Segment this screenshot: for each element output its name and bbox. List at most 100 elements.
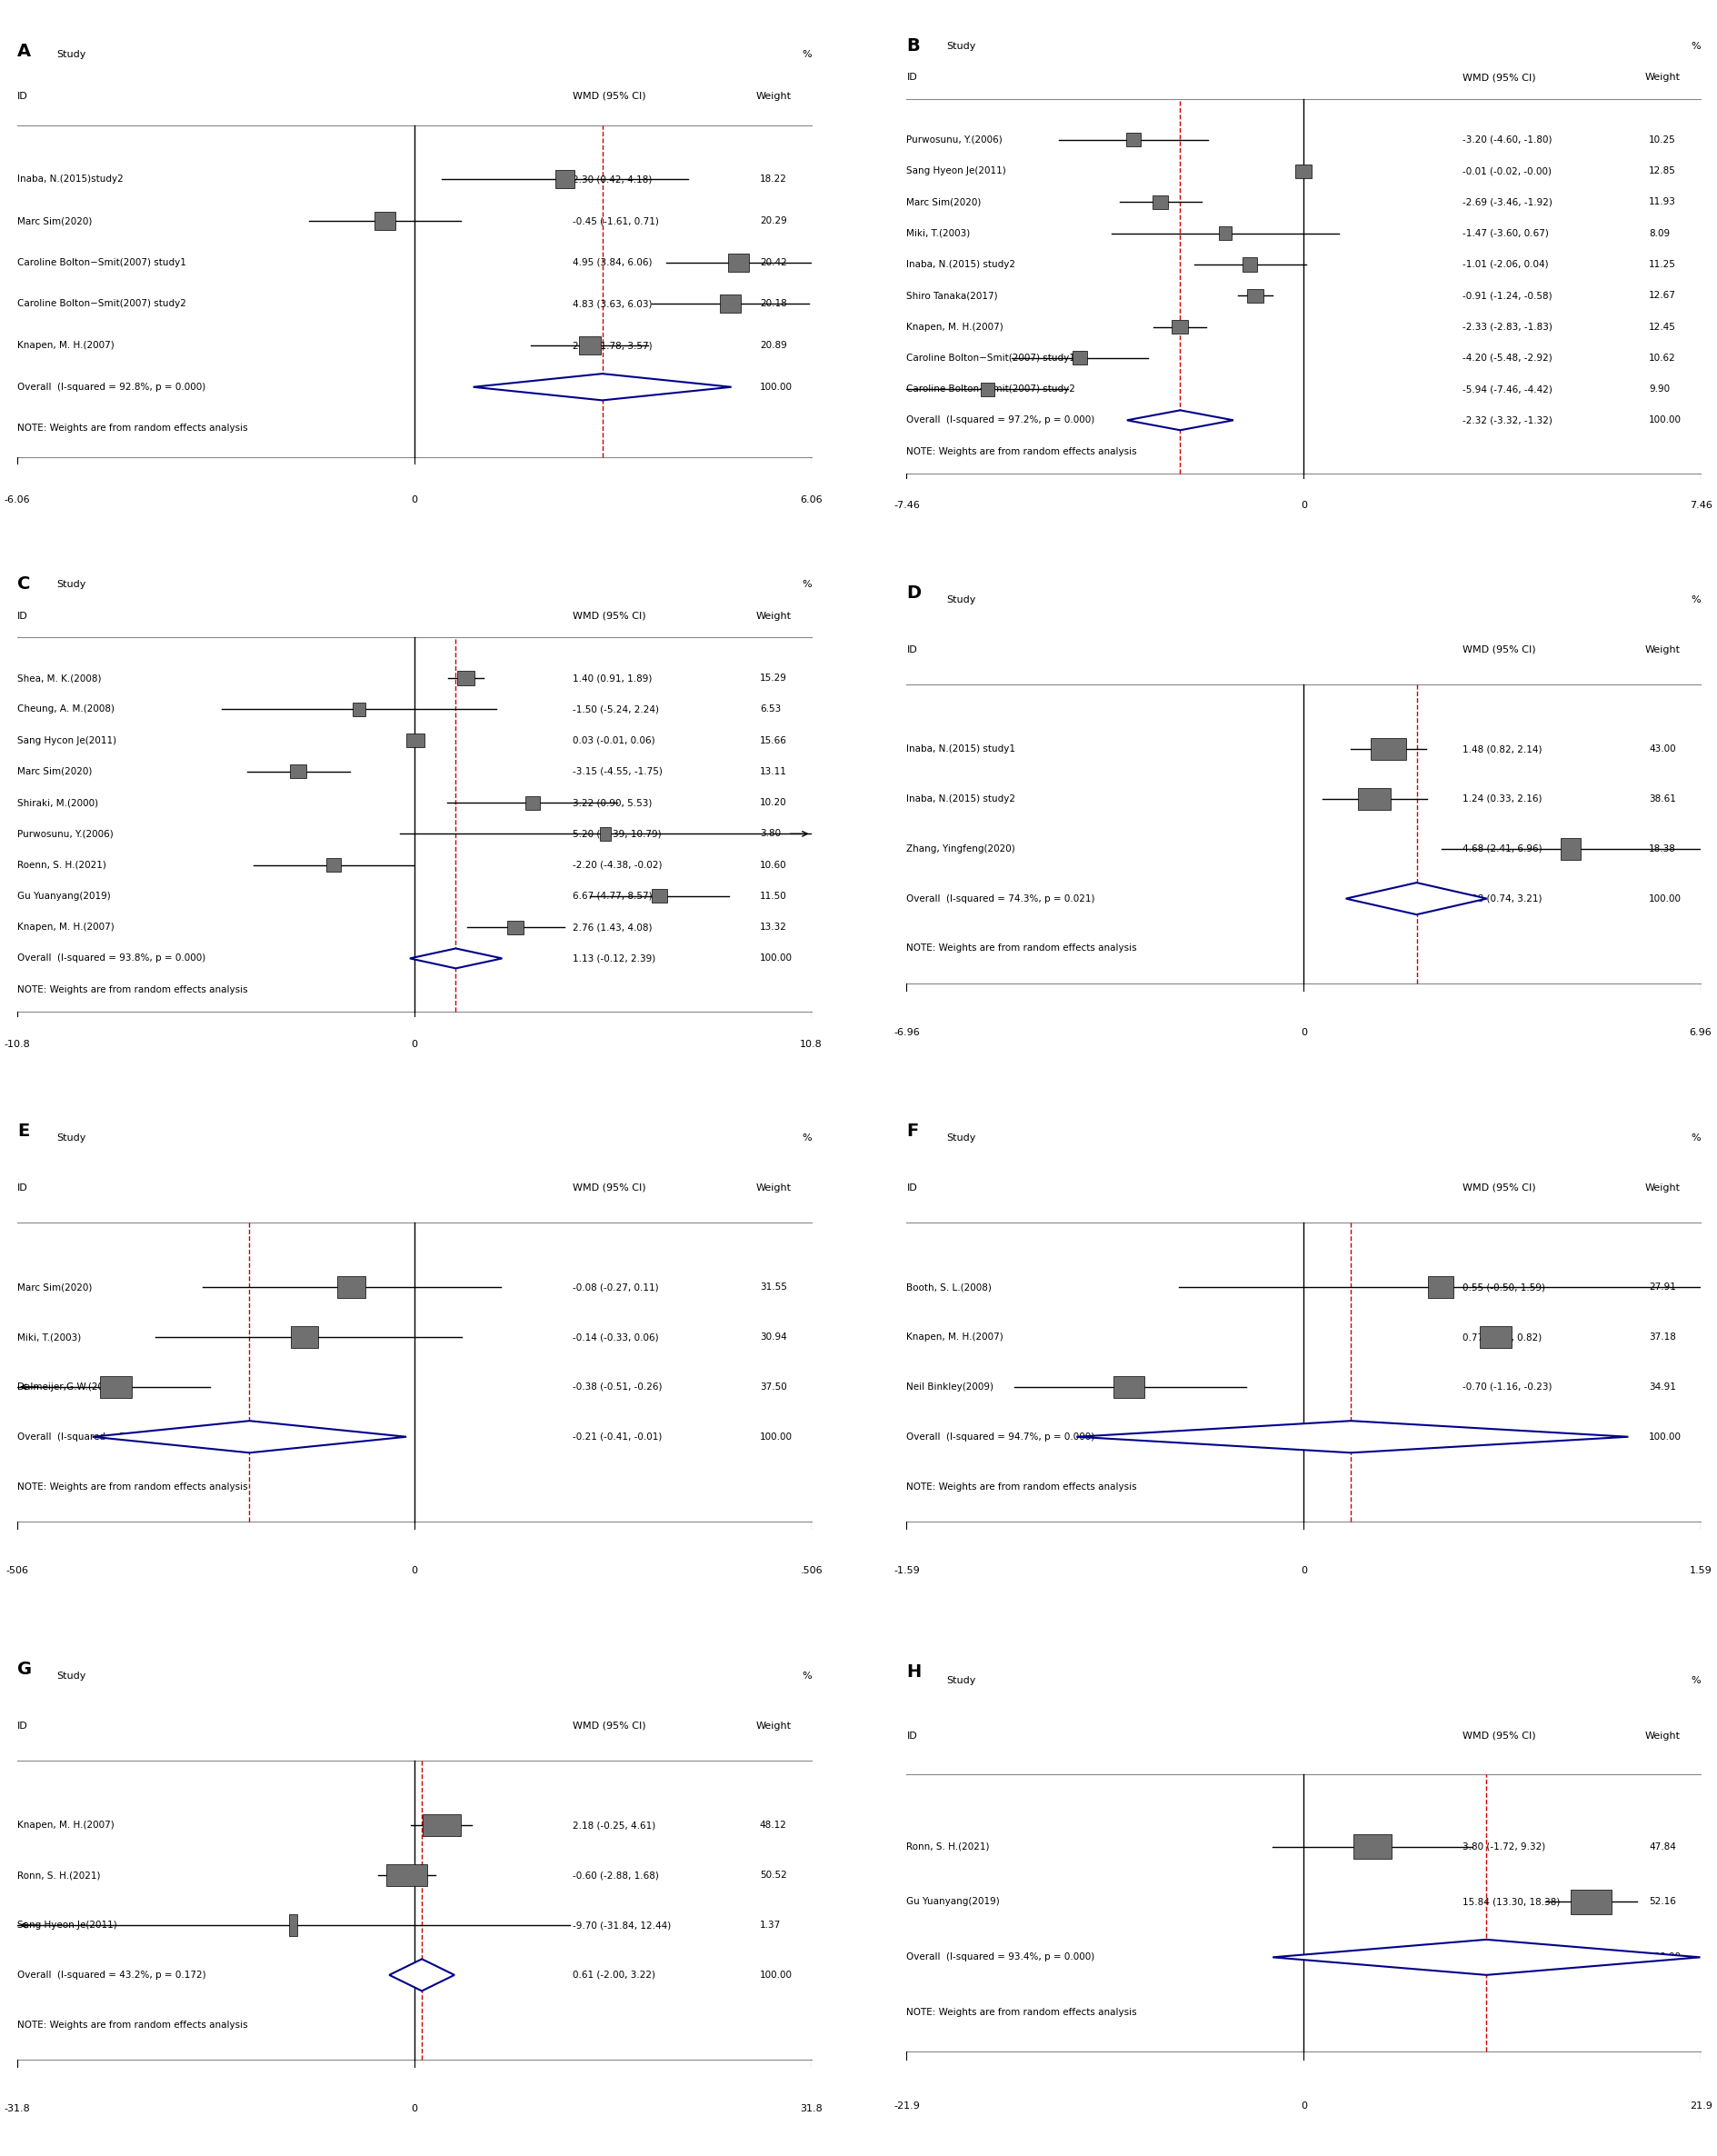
Text: 37.18: 37.18 [1648,1332,1676,1341]
Text: 0.55 (-0.50, 1.59): 0.55 (-0.50, 1.59) [1461,1283,1544,1291]
Text: Study: Study [57,50,86,60]
Text: E: E [17,1123,29,1141]
Text: Inaba, N.(2015) study2: Inaba, N.(2015) study2 [907,261,1015,270]
Text: -1.01 (-2.06, 0.04): -1.01 (-2.06, 0.04) [1461,261,1547,270]
Text: 18.38: 18.38 [1648,845,1676,854]
Text: 0: 0 [1300,2102,1307,2111]
Text: NOTE: Weights are from random effects analysis: NOTE: Weights are from random effects an… [907,2007,1137,2018]
Text: Marc Sim(2020): Marc Sim(2020) [17,1283,93,1291]
Text: Overall  (I-squared = 43.2%, p = 0.172): Overall (I-squared = 43.2%, p = 0.172) [17,1971,206,1979]
Bar [1219,226,1231,239]
Text: Gu Yuanyang(2019): Gu Yuanyang(2019) [907,1897,999,1906]
Text: Caroline Bolton−Smit(2007) study1: Caroline Bolton−Smit(2007) study1 [907,354,1075,362]
Text: -31.8: -31.8 [3,2104,31,2113]
Text: 0: 0 [410,1039,417,1048]
Bar [1569,1889,1611,1915]
Text: D: D [907,584,920,602]
Text: 0: 0 [410,1567,417,1576]
Bar [651,888,666,903]
Text: 18.22: 18.22 [759,175,786,183]
Polygon shape [390,1960,455,1990]
Bar [354,703,366,716]
Text: -3.20 (-4.60, -1.80): -3.20 (-4.60, -1.80) [1461,136,1550,144]
Text: ID: ID [907,1731,917,1740]
Text: -0.45 (-1.61, 0.71): -0.45 (-1.61, 0.71) [573,216,659,226]
Text: 0: 0 [1300,1567,1307,1576]
Bar [407,733,424,748]
Bar [1370,737,1405,761]
Text: -3.15 (-4.55, -1.75): -3.15 (-4.55, -1.75) [573,768,663,776]
Text: B: B [907,37,920,54]
Text: -0.60 (-2.88, 1.68): -0.60 (-2.88, 1.68) [573,1871,659,1880]
Text: 38.61: 38.61 [1648,793,1676,804]
Text: -0.91 (-1.24, -0.58): -0.91 (-1.24, -0.58) [1461,291,1552,300]
Bar [728,252,749,272]
Text: 4.83 (3.63, 6.03): 4.83 (3.63, 6.03) [573,300,652,308]
Text: Ronn, S. H.(2021): Ronn, S. H.(2021) [17,1871,100,1880]
Polygon shape [472,373,731,401]
Text: -2.33 (-2.83, -1.83): -2.33 (-2.83, -1.83) [1461,321,1552,332]
Text: Gu Yuanyang(2019): Gu Yuanyang(2019) [17,893,110,901]
Text: Weight: Weight [1645,73,1679,82]
Text: -10.8: -10.8 [3,1039,31,1048]
Text: %: % [1690,595,1700,604]
Text: Weight: Weight [1645,1731,1679,1740]
Text: NOTE: Weights are from random effects analysis: NOTE: Weights are from random effects an… [907,1481,1137,1492]
Bar [422,1815,460,1837]
Text: Overall  (I-squared = 93.8%, p = 0.000): Overall (I-squared = 93.8%, p = 0.000) [17,953,206,964]
Text: Weight: Weight [1645,1184,1679,1192]
Text: -21.9: -21.9 [893,2102,919,2111]
Text: WMD (95% CI): WMD (95% CI) [573,1184,646,1192]
Text: 0.19 (-0.91, 1.30): 0.19 (-0.91, 1.30) [1461,1432,1544,1442]
Text: -0.70 (-1.16, -0.23): -0.70 (-1.16, -0.23) [1461,1382,1550,1391]
Text: 2.68 (1.78, 3.57): 2.68 (1.78, 3.57) [573,341,652,349]
Text: Caroline Bolton−Smit(2007) study2: Caroline Bolton−Smit(2007) study2 [17,300,185,308]
Text: ID: ID [907,1184,917,1192]
Polygon shape [93,1421,407,1453]
Bar [1071,351,1087,364]
Text: 3.80: 3.80 [759,830,780,839]
Text: Overall  (I-squared = 74.3%, p = 0.021): Overall (I-squared = 74.3%, p = 0.021) [907,895,1095,903]
Text: ID: ID [907,73,917,82]
Text: Zhang, Yingfeng(2020): Zhang, Yingfeng(2020) [907,845,1015,854]
Text: 100.00: 100.00 [759,382,792,392]
Text: Inaba, N.(2015) study2: Inaba, N.(2015) study2 [907,793,1015,804]
Text: .506: .506 [800,1567,822,1576]
Text: -7.46: -7.46 [893,500,919,511]
Polygon shape [1344,882,1485,914]
Text: 3.22 (0.90, 5.53): 3.22 (0.90, 5.53) [573,798,652,806]
Text: %: % [1690,1675,1700,1686]
Text: %: % [802,580,810,589]
Text: Study: Study [946,595,975,604]
Text: 31.55: 31.55 [759,1283,786,1291]
Text: 100.00: 100.00 [759,1432,792,1442]
Text: 52.16: 52.16 [1648,1897,1676,1906]
Bar [719,295,740,313]
Text: 15.29: 15.29 [759,673,786,683]
Text: Sang Hyeon Je(2011): Sang Hyeon Je(2011) [17,1921,117,1930]
Text: 0.77 (0.71, 0.82): 0.77 (0.71, 0.82) [1461,1332,1540,1341]
Text: Miki, T.(2003): Miki, T.(2003) [907,229,970,237]
Text: NOTE: Weights are from random effects analysis: NOTE: Weights are from random effects an… [907,944,1137,953]
Bar [374,211,395,231]
Polygon shape [410,949,501,968]
Text: Knapen, M. H.(2007): Knapen, M. H.(2007) [907,1332,1003,1341]
Bar [1427,1276,1453,1298]
Text: F: F [907,1123,919,1141]
Text: -6.96: -6.96 [893,1028,919,1037]
Text: 2.87 (0.90, 4.84): 2.87 (0.90, 4.84) [573,382,652,392]
Text: 11.50: 11.50 [759,893,786,901]
Text: NOTE: Weights are from random effects analysis: NOTE: Weights are from random effects an… [17,2020,247,2029]
Text: 43.00: 43.00 [1648,744,1676,755]
Text: -9.70 (-31.84, 12.44): -9.70 (-31.84, 12.44) [573,1921,671,1930]
Text: 4.68 (2.41, 6.96): 4.68 (2.41, 6.96) [1461,845,1542,854]
Text: Overall  (I-squared = 94.7%, p = 0.000): Overall (I-squared = 94.7%, p = 0.000) [907,1432,1094,1442]
Text: 5.20 (-0.39, 10.79): 5.20 (-0.39, 10.79) [573,830,661,839]
Text: 11.93: 11.93 [1648,198,1676,207]
Bar [1295,164,1310,179]
Text: Booth, S. L.(2008): Booth, S. L.(2008) [907,1283,991,1291]
Text: Caroline Bolton−Smit(2007) study2: Caroline Bolton−Smit(2007) study2 [907,384,1075,395]
Bar [290,1326,318,1348]
Text: Caroline Bolton−Smit(2007) study1: Caroline Bolton−Smit(2007) study1 [17,259,185,267]
Text: 0: 0 [410,2104,417,2113]
